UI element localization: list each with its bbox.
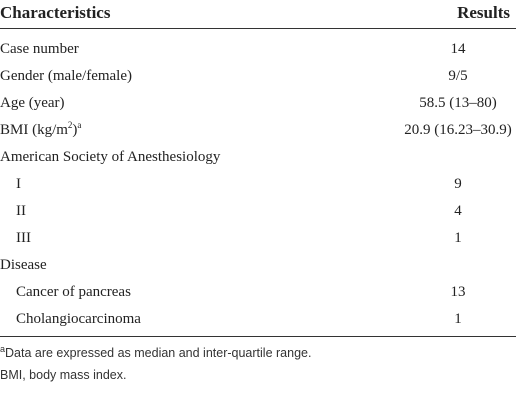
table-row: Disease <box>0 252 516 279</box>
row-label: Case number <box>0 41 79 57</box>
footnote: aData are expressed as median and inter-… <box>0 343 312 360</box>
row-label: American Society of Anesthesiology <box>0 149 221 165</box>
footnote-text: Data are expressed as median and inter-q… <box>5 346 312 360</box>
row-result: 13 <box>450 284 466 300</box>
table-row: Gender (male/female) 9/5 <box>0 63 516 90</box>
rule <box>0 28 516 29</box>
table-row: III 1 <box>0 225 516 252</box>
footnote-mark: a <box>0 343 6 354</box>
row-result: 58.5 (13–80) <box>419 95 497 111</box>
row-label: Cancer of pancreas <box>16 284 131 300</box>
row-label: BMI (kg/m2)a <box>0 117 81 144</box>
header-row: Characteristics Results <box>0 0 516 26</box>
row-result: 4 <box>454 203 462 219</box>
table-row: II 4 <box>0 198 516 225</box>
superscript: 2 <box>67 120 73 130</box>
label-text: BMI (kg/m <box>0 122 68 138</box>
row-result: 14 <box>450 41 466 57</box>
row-result: 20.9 (16.23–30.9) <box>404 122 512 138</box>
table-row: Cancer of pancreas 13 <box>0 279 516 306</box>
row-label: Disease <box>0 257 47 273</box>
label-text: ) <box>72 122 78 138</box>
footnote-text: BMI, body mass index. <box>0 368 127 382</box>
footnote: BMI, body mass index. <box>0 368 126 382</box>
table-row: BMI (kg/m2)a 20.9 (16.23–30.9) <box>0 117 516 144</box>
table-row: Cholangiocarcinoma 1 <box>0 306 516 333</box>
row-label: II <box>16 203 26 219</box>
header-cell: Characteristics <box>0 3 111 22</box>
row-label: Gender (male/female) <box>0 68 133 84</box>
row-result: 1 <box>454 230 462 246</box>
row-label: Age (year) <box>0 95 65 111</box>
table-row: Case number 14 <box>0 36 516 63</box>
row-result: 1 <box>454 311 462 327</box>
row-result: 9/5 <box>448 68 468 84</box>
table-row: American Society of Anesthesiology <box>0 144 516 171</box>
table-row: Age (year) 58.5 (13–80) <box>0 90 516 117</box>
row-label: Cholangiocarcinoma <box>16 311 141 327</box>
footnote-mark: a <box>77 120 82 130</box>
row-result: 9 <box>454 176 462 192</box>
row-label: I <box>16 176 21 192</box>
rule <box>0 336 516 337</box>
header-cell: Results <box>457 3 510 22</box>
row-label: III <box>16 230 31 246</box>
